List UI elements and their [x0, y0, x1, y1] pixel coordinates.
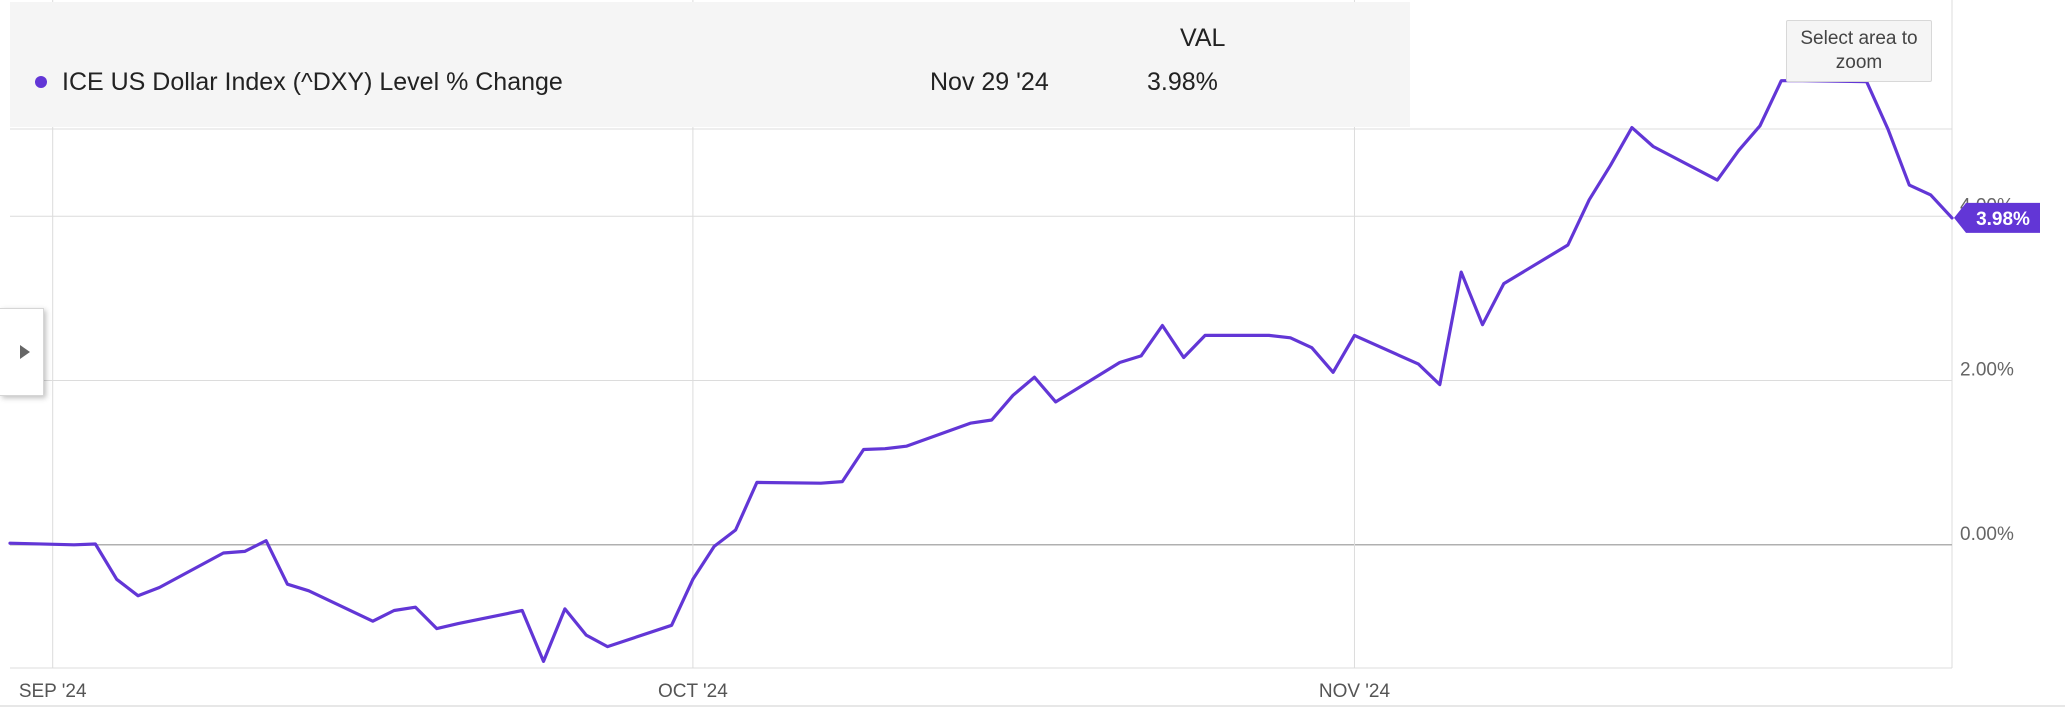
x-tick-label: OCT '24 [658, 681, 728, 702]
series-layer [8, 79, 1954, 664]
legend-value: 3.98% [1147, 68, 1218, 96]
select-area-zoom-button[interactable]: Select area to zoom [1786, 20, 1932, 82]
expand-sidebar-button[interactable] [0, 308, 44, 396]
series-line[interactable] [8, 79, 1954, 664]
y-tick-label: 2.00% [1960, 360, 2014, 381]
legend-date: Nov 29 '24 [930, 68, 1049, 96]
x-axis: SEP '24 OCT '24 NOV '24 [19, 681, 1391, 702]
legend-row[interactable]: ICE US Dollar Index (^DXY) Level % Chang… [10, 66, 1410, 106]
legend-panel: VAL ICE US Dollar Index (^DXY) Level % C… [10, 2, 1410, 127]
last-value-flag [1954, 202, 2040, 233]
chevron-right-icon [19, 345, 30, 359]
series-color-dot [35, 76, 47, 88]
y-tick-label: 0.00% [1960, 524, 2014, 545]
legend-column-header: VAL [1180, 24, 1226, 52]
legend-series-name: ICE US Dollar Index (^DXY) Level % Chang… [62, 68, 563, 96]
x-tick-label: SEP '24 [19, 681, 87, 702]
last-value-label: 3.98% [1976, 209, 2030, 230]
last-value-marker: 3.98% [1954, 202, 2040, 233]
y-axis: 0.00%2.00%4.00% [1960, 195, 2014, 545]
x-tick-label: NOV '24 [1319, 681, 1391, 702]
